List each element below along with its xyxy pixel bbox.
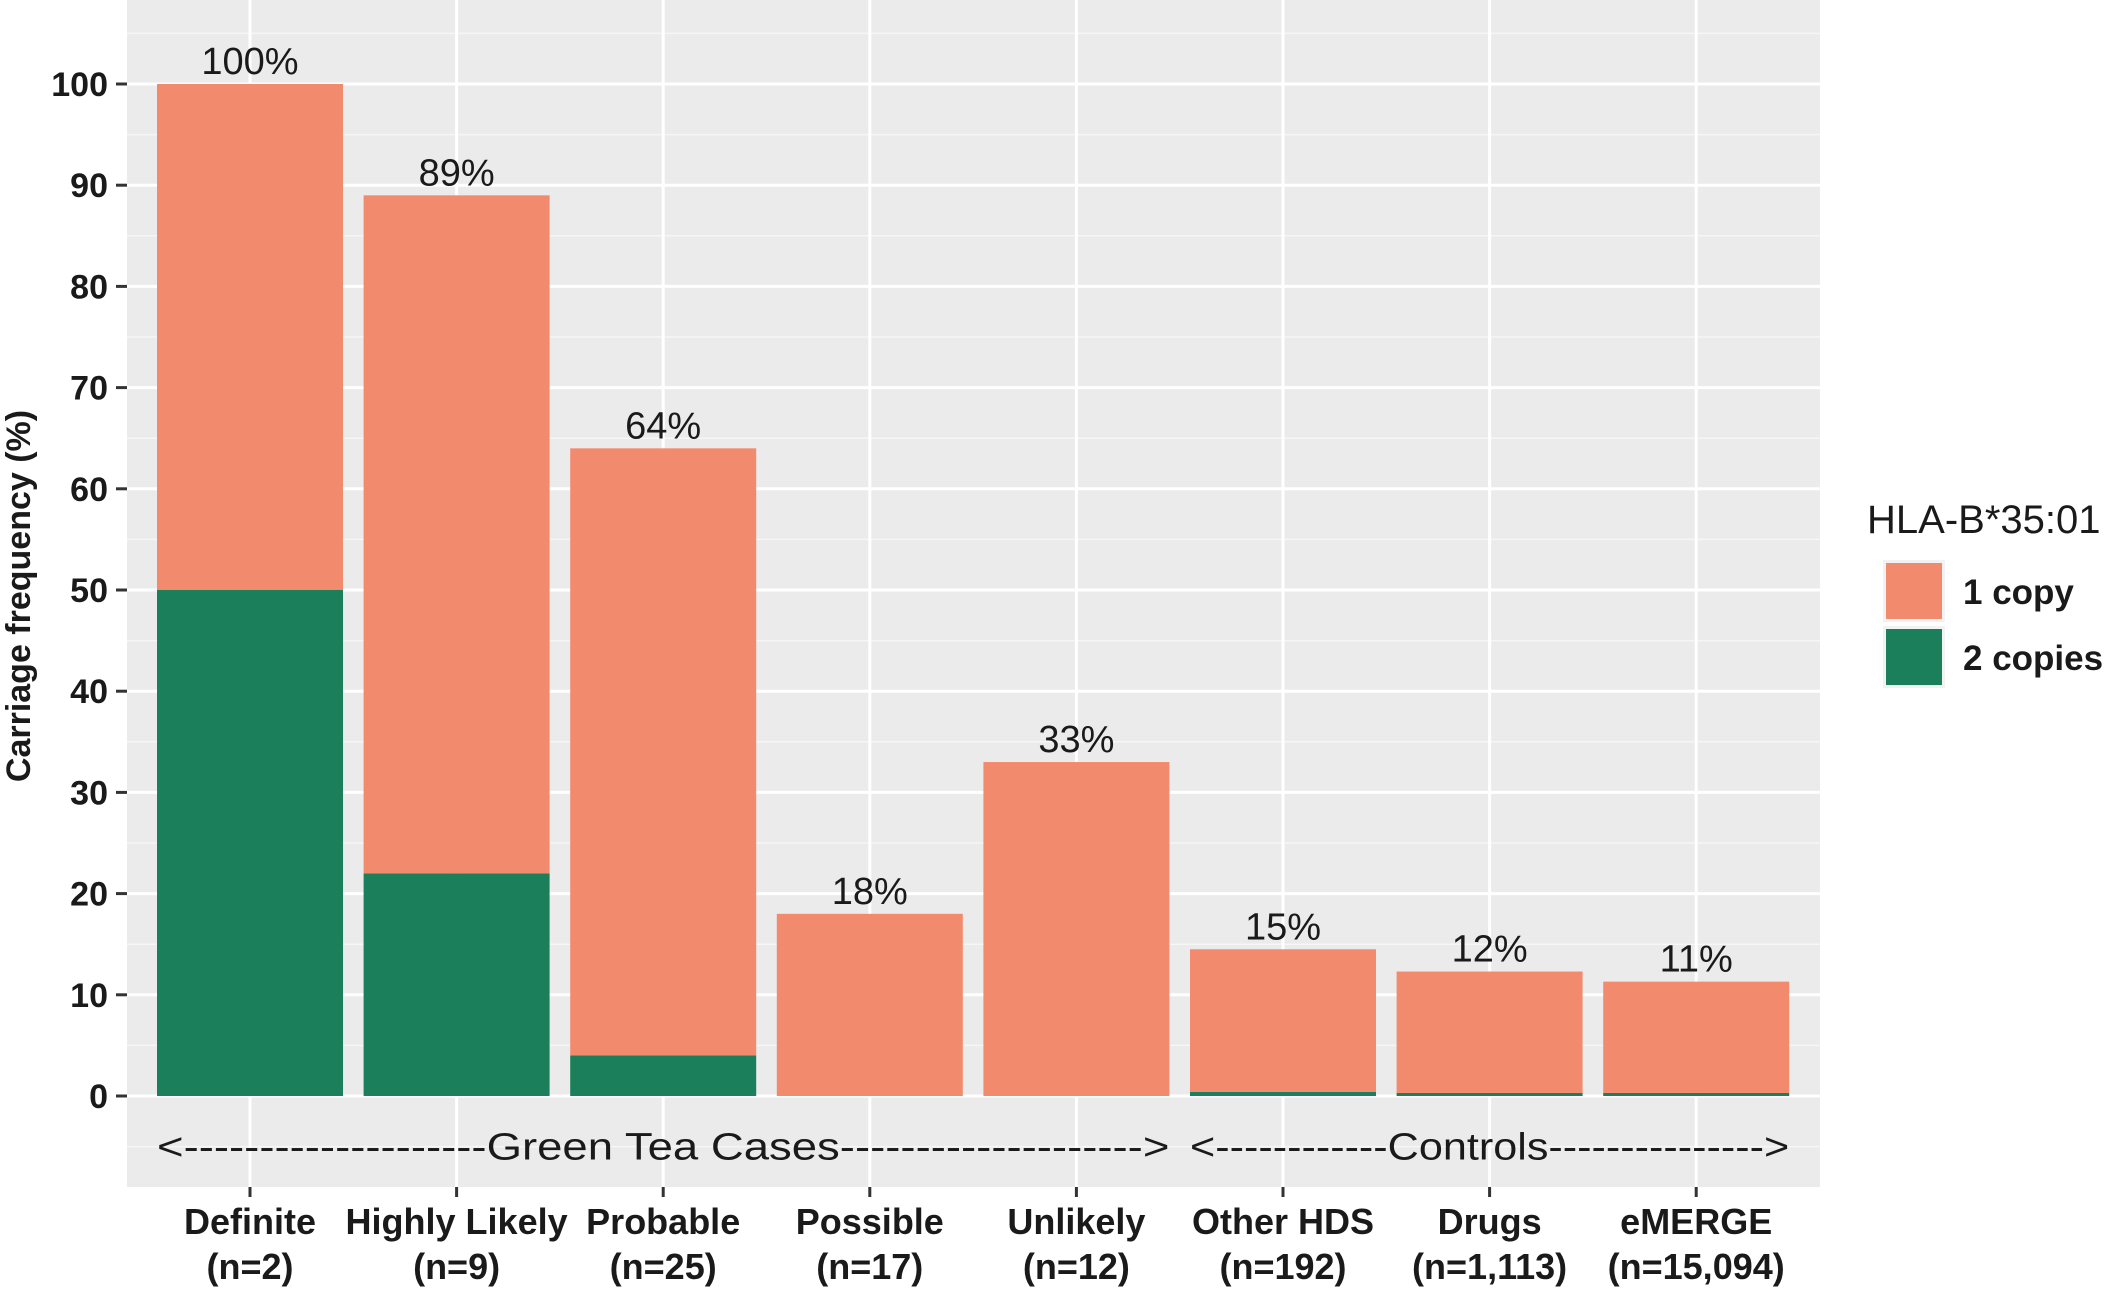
bar-2-copies-emerge — [1603, 1092, 1790, 1096]
x-tick-label: Highly Likely — [346, 1201, 568, 1242]
bar-2-copies-drugs — [1396, 1092, 1583, 1096]
y-axis: 0 10 20 30 40 50 60 70 80 90 100 — [51, 66, 127, 1116]
x-tick-label: eMERGE — [1620, 1201, 1772, 1242]
bar-1-copy-emerge — [1603, 981, 1790, 1093]
bar-1-copy-drugs — [1396, 971, 1583, 1093]
x-tick-label: Other HDS — [1192, 1201, 1374, 1242]
bar-2-copies-definite — [157, 590, 343, 1096]
x-tick-label: Drugs — [1438, 1201, 1542, 1242]
total-label: 18% — [832, 871, 908, 913]
y-axis-title: Carriage frequency (%) — [0, 410, 38, 782]
x-tick-label: Possible — [796, 1201, 944, 1242]
y-tick-label: 100 — [51, 66, 108, 104]
bar-2-copies-other-hds — [1190, 1091, 1376, 1096]
bar-1-copy-definite — [157, 84, 343, 590]
bar-1-copy-probable — [570, 448, 757, 1056]
y-tick-label: 90 — [70, 167, 108, 205]
x-tick-label: Definite — [184, 1201, 316, 1242]
y-tick-label: 80 — [70, 268, 108, 306]
total-label: 11% — [1660, 939, 1733, 981]
total-label: 15% — [1245, 906, 1321, 948]
bar-2-copies-probable — [570, 1055, 757, 1096]
x-tick-sublabel: (n=17) — [816, 1246, 923, 1287]
legend-label: 2 copies — [1963, 639, 2103, 678]
x-tick-sublabel: (n=192) — [1219, 1246, 1346, 1287]
x-tick-label: Probable — [586, 1201, 740, 1242]
value-labels: 100% 89% 64% 18% 33% 15% 12% 11% — [201, 41, 1732, 981]
x-tick-sublabel: (n=15,094) — [1608, 1246, 1785, 1287]
total-label: 64% — [625, 405, 701, 447]
y-tick-label: 40 — [70, 673, 108, 711]
y-tick-label: 20 — [70, 876, 108, 914]
x-tick-sublabel: (n=12) — [1023, 1246, 1130, 1287]
legend-swatch — [1886, 563, 1942, 619]
group-annotation: <------------Controls---------------> — [1190, 1127, 1789, 1169]
bar-1-copy-unlikely — [983, 762, 1170, 1096]
total-label: 12% — [1452, 929, 1528, 971]
legend-title: HLA-B*35:01 — [1867, 498, 2100, 542]
legend-label: 1 copy — [1963, 573, 2074, 612]
bar-1-copy-possible — [776, 913, 963, 1096]
y-tick-label: 60 — [70, 471, 108, 509]
x-tick-sublabel: (n=9) — [413, 1246, 500, 1287]
legend: HLA-B*35:01 1 copy 2 copies — [1867, 498, 2103, 688]
y-tick-label: 70 — [70, 370, 108, 408]
y-tick-label: 50 — [70, 572, 108, 610]
x-tick-sublabel: (n=2) — [206, 1246, 293, 1287]
bar-1-copy-other-hds — [1190, 949, 1376, 1092]
group-annotations: <--------------------Green Tea Cases----… — [157, 1127, 1789, 1169]
total-label: 33% — [1038, 719, 1114, 761]
total-label: 100% — [201, 41, 298, 83]
x-tick-sublabel: (n=25) — [610, 1246, 717, 1287]
x-tick-sublabel: (n=1,113) — [1412, 1246, 1567, 1287]
group-annotation: <--------------------Green Tea Cases----… — [157, 1127, 1169, 1169]
total-label: 89% — [419, 152, 495, 194]
y-tick-label: 10 — [70, 977, 108, 1015]
y-tick-label: 0 — [89, 1078, 108, 1116]
bar-2-copies-highly-likely — [363, 873, 550, 1096]
x-tick-label: Unlikely — [1007, 1201, 1145, 1242]
legend-swatch — [1886, 629, 1942, 685]
bars — [157, 84, 1790, 1096]
y-tick-label: 30 — [70, 774, 108, 812]
bar-1-copy-highly-likely — [363, 195, 550, 874]
x-axis: Definite(n=2)Highly Likely(n=9)Probable(… — [184, 1187, 1785, 1287]
